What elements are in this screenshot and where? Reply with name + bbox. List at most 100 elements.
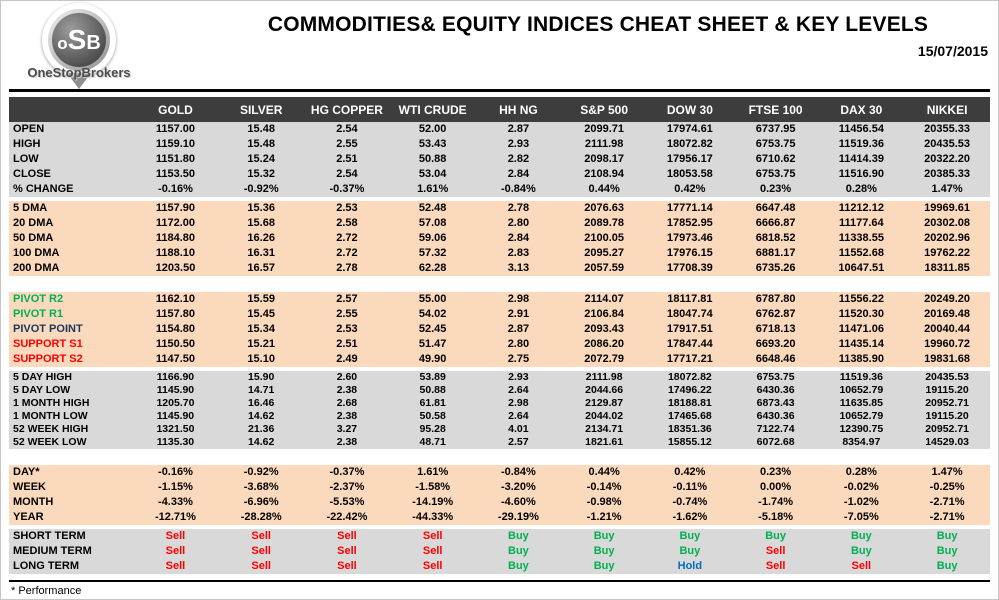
value-cell: 6430.36	[732, 384, 819, 397]
value-cell: 15.48	[218, 122, 305, 137]
value-cell: 12390.75	[818, 423, 905, 436]
signal-cell: Buy	[561, 544, 647, 559]
value-cell: 2114.07	[561, 291, 647, 307]
value-cell: 20435.53	[904, 137, 990, 152]
table-wrap: GOLD SILVER HG COPPER WTI CRUDE HH NG S&P 500…	[9, 97, 990, 574]
value-cell: 0.44%	[561, 182, 647, 197]
value-cell: 18072.82	[647, 137, 733, 152]
value-cell: 21.36	[218, 423, 305, 436]
value-cell: 17976.15	[647, 246, 733, 261]
row-label: 5 DAY HIGH	[9, 371, 133, 384]
value-cell: 20040.44	[904, 322, 990, 337]
value-cell: 2.68	[304, 397, 390, 410]
section-divider	[9, 525, 990, 529]
value-cell: -0.92%	[218, 464, 305, 480]
section-gap	[9, 197, 990, 201]
value-cell: 11552.68	[818, 246, 905, 261]
value-cell: 15.59	[218, 291, 305, 307]
value-cell: 6753.75	[732, 167, 819, 182]
value-cell: 1203.50	[132, 261, 219, 277]
column-header: NIKKEI	[904, 97, 990, 122]
row-label: OPEN	[9, 122, 133, 137]
signal-cell: Hold	[647, 559, 733, 574]
row-label: PIVOT R2	[9, 291, 133, 307]
performance-footnote: * Performance	[11, 585, 82, 597]
value-cell: 11212.12	[818, 201, 905, 216]
column-header: SILVER	[218, 97, 305, 122]
value-cell: 2.57	[304, 291, 390, 307]
value-cell: -0.37%	[304, 182, 390, 197]
row-label: LOW	[9, 152, 133, 167]
table-row: CLOSE 1153.50 15.32 2.54 53.04 2.84 2108.94 180…	[9, 167, 990, 182]
value-cell: 20169.48	[904, 307, 990, 322]
value-cell: 6693.20	[732, 337, 819, 352]
signal-cell: Buy	[475, 529, 562, 544]
table-row: 5 DMA 1157.90 15.36 2.53 52.48 2.78 2076.63 177…	[9, 201, 990, 216]
value-cell: 2095.27	[561, 246, 647, 261]
signal-cell: Buy	[561, 559, 647, 574]
row-label: 52 WEEK LOW	[9, 436, 133, 450]
section-performance: DAY* -0.16% -0.92% -0.37% 1.61% -0.84% 0.44% 0.…	[9, 464, 990, 525]
value-cell: 11516.90	[818, 167, 905, 182]
value-cell: 17465.68	[647, 410, 733, 423]
report-date: 15/07/2015	[917, 43, 988, 59]
signal-cell: Sell	[389, 529, 476, 544]
value-cell: 50.88	[389, 384, 476, 397]
value-cell: 19831.68	[904, 352, 990, 367]
table-row: 20 DMA 1172.00 15.68 2.58 57.08 2.80 2089.78 17…	[9, 216, 990, 231]
table-row: HIGH 1159.10 15.48 2.55 53.43 2.93 2111.98 1807…	[9, 137, 990, 152]
value-cell: 2099.71	[561, 122, 647, 137]
row-label: SUPPORT S1	[9, 337, 133, 352]
value-cell: 57.32	[389, 246, 476, 261]
value-cell: 7122.74	[732, 423, 819, 436]
value-cell: 0.42%	[647, 464, 733, 480]
value-cell: 6072.68	[732, 436, 819, 450]
table-row: 5 DAY LOW 1145.90 14.71 2.38 50.88 2.64 2044.6…	[9, 384, 990, 397]
value-cell: 11414.39	[818, 152, 905, 167]
table-row: 100 DMA 1188.10 16.31 2.72 57.32 2.83 2095.27 1…	[9, 246, 990, 261]
table-row: 50 DMA 1184.80 16.26 2.72 59.06 2.84 2100.05 17…	[9, 231, 990, 246]
signal-cell: Buy	[475, 559, 562, 574]
value-cell: 1145.90	[132, 384, 219, 397]
value-cell: 2.93	[475, 137, 562, 152]
value-cell: 20202.96	[904, 231, 990, 246]
value-cell: 2.53	[304, 322, 390, 337]
value-cell: 11456.54	[818, 122, 905, 137]
row-label: SHORT TERM	[9, 529, 133, 544]
value-cell: 11385.90	[818, 352, 905, 367]
table-row: LOW 1151.80 15.24 2.51 50.88 2.82 2098.17 17956…	[9, 152, 990, 167]
value-cell: 2.55	[304, 137, 390, 152]
value-cell: 11471.06	[818, 322, 905, 337]
value-cell: 11556.22	[818, 291, 905, 307]
value-cell: 1321.50	[132, 423, 219, 436]
value-cell: 6873.43	[732, 397, 819, 410]
value-cell: 3.13	[475, 261, 562, 277]
value-cell: -0.14%	[561, 480, 647, 495]
value-cell: 52.45	[389, 322, 476, 337]
value-cell: -0.16%	[132, 464, 219, 480]
value-cell: -4.33%	[132, 495, 219, 510]
column-header: DAX 30	[818, 97, 905, 122]
value-cell: 19762.22	[904, 246, 990, 261]
value-cell: 19969.61	[904, 201, 990, 216]
value-cell: 2.49	[304, 352, 390, 367]
value-cell: 2.84	[475, 231, 562, 246]
page-title: COMMODITIES& EQUITY INDICES CHEAT SHEET …	[267, 13, 929, 36]
table-row: 1 MONTH HIGH 1205.70 16.46 2.68 61.81 2.98 212…	[9, 397, 990, 410]
value-cell: 19960.72	[904, 337, 990, 352]
row-label: 50 DMA	[9, 231, 133, 246]
column-header: S&P 500	[561, 97, 647, 122]
signal-cell: Sell	[132, 544, 219, 559]
value-cell: 2111.98	[561, 137, 647, 152]
value-cell: 2.91	[475, 307, 562, 322]
value-cell: 15.36	[218, 201, 305, 216]
row-label: WEEK	[9, 480, 133, 495]
value-cell: 57.08	[389, 216, 476, 231]
signal-cell: Sell	[389, 559, 476, 574]
value-cell: -1.74%	[732, 495, 819, 510]
value-cell: 15.21	[218, 337, 305, 352]
row-label: SUPPORT S2	[9, 352, 133, 367]
column-header-row: GOLD SILVER HG COPPER WTI CRUDE HH NG S&P 500…	[9, 97, 990, 122]
